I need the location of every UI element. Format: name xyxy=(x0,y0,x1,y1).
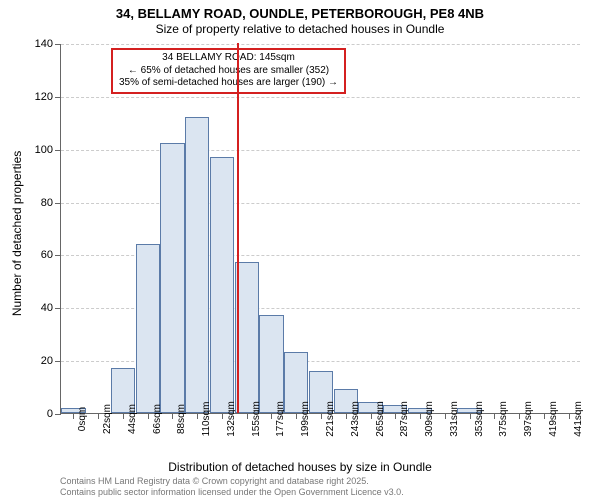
chart-subtitle: Size of property relative to detached ho… xyxy=(0,21,600,36)
x-tick xyxy=(346,413,347,419)
x-tick xyxy=(395,413,396,419)
x-tick xyxy=(123,413,124,419)
x-tick xyxy=(148,413,149,419)
histogram-bar xyxy=(136,244,160,413)
x-tick-label: 287sqm xyxy=(399,401,410,437)
y-axis-title: Number of detached properties xyxy=(10,151,24,316)
x-tick xyxy=(321,413,322,419)
y-tick xyxy=(55,308,61,309)
x-tick xyxy=(98,413,99,419)
y-tick-label: 0 xyxy=(47,408,53,420)
y-tick xyxy=(55,44,61,45)
annotation-box: 34 BELLAMY ROAD: 145sqm ← 65% of detache… xyxy=(111,48,346,94)
x-tick xyxy=(271,413,272,419)
histogram-bar xyxy=(185,117,209,413)
x-tick xyxy=(569,413,570,419)
footer-attribution: Contains HM Land Registry data © Crown c… xyxy=(60,476,404,498)
x-tick xyxy=(73,413,74,419)
plot-area: 34 BELLAMY ROAD: 145sqm ← 65% of detache… xyxy=(60,44,580,414)
x-tick xyxy=(247,413,248,419)
y-tick-label: 80 xyxy=(41,197,53,209)
x-tick-label: 309sqm xyxy=(424,401,435,437)
y-tick xyxy=(55,203,61,204)
y-tick xyxy=(55,150,61,151)
footer-line2: Contains public sector information licen… xyxy=(60,487,404,498)
annotation-line2: ← 65% of detached houses are smaller (35… xyxy=(119,65,338,78)
x-tick-label: 375sqm xyxy=(498,401,509,437)
chart-title: 34, BELLAMY ROAD, OUNDLE, PETERBOROUGH, … xyxy=(0,0,600,21)
y-tick xyxy=(55,97,61,98)
histogram-chart: 34, BELLAMY ROAD, OUNDLE, PETERBOROUGH, … xyxy=(0,0,600,500)
x-tick-label: 441sqm xyxy=(573,401,584,437)
x-tick xyxy=(470,413,471,419)
x-tick-label: 331sqm xyxy=(449,401,460,437)
y-tick-label: 100 xyxy=(35,144,53,156)
y-tick-label: 20 xyxy=(41,355,53,367)
histogram-bar xyxy=(160,143,184,413)
x-tick xyxy=(296,413,297,419)
y-tick xyxy=(55,361,61,362)
y-tick xyxy=(55,414,61,415)
y-tick-label: 140 xyxy=(35,38,53,50)
x-tick xyxy=(197,413,198,419)
y-tick-label: 40 xyxy=(41,302,53,314)
x-tick xyxy=(420,413,421,419)
y-tick-label: 60 xyxy=(41,249,53,261)
y-tick-label: 120 xyxy=(35,91,53,103)
x-tick xyxy=(544,413,545,419)
grid-line xyxy=(61,150,580,151)
x-tick xyxy=(494,413,495,419)
x-tick-label: 397sqm xyxy=(523,401,534,437)
x-tick xyxy=(222,413,223,419)
x-tick xyxy=(371,413,372,419)
y-tick xyxy=(55,255,61,256)
x-tick xyxy=(445,413,446,419)
x-tick xyxy=(519,413,520,419)
grid-line xyxy=(61,44,580,45)
x-axis-title: Distribution of detached houses by size … xyxy=(0,460,600,474)
histogram-bar xyxy=(259,315,283,413)
x-tick-label: 0sqm xyxy=(77,407,88,431)
annotation-line1: 34 BELLAMY ROAD: 145sqm xyxy=(119,52,338,65)
x-tick xyxy=(172,413,173,419)
footer-line1: Contains HM Land Registry data © Crown c… xyxy=(60,476,404,487)
x-tick-label: 353sqm xyxy=(474,401,485,437)
histogram-bar xyxy=(210,157,234,413)
grid-line xyxy=(61,97,580,98)
annotation-line3: 35% of semi-detached houses are larger (… xyxy=(119,77,338,90)
x-tick-label: 419sqm xyxy=(548,401,559,437)
grid-line xyxy=(61,203,580,204)
reference-line xyxy=(237,43,239,413)
